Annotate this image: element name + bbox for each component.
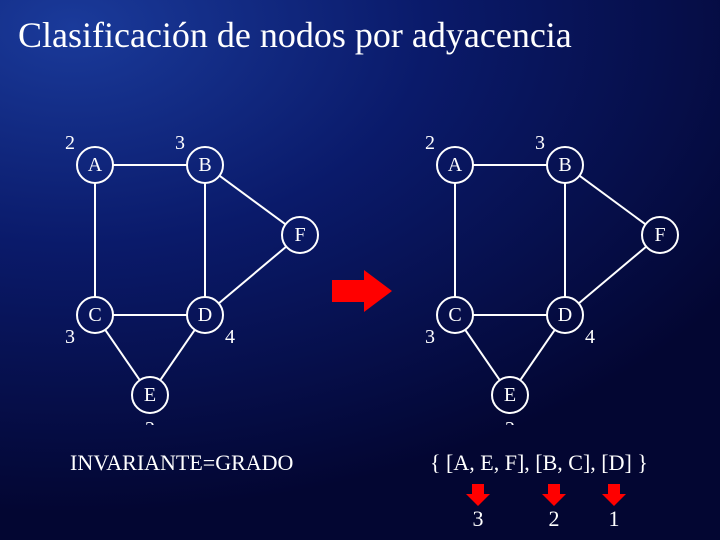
node-label-E: E	[144, 384, 156, 406]
left-caption: INVARIANTE=GRADO	[70, 450, 293, 476]
edge-C-E	[465, 330, 500, 380]
node-label-A: A	[88, 154, 103, 176]
node-label-F: F	[654, 224, 665, 246]
class-size-indicators: 3 2 1	[430, 480, 670, 530]
class-indicator-2: 1	[602, 484, 626, 530]
node-label-A: A	[448, 154, 463, 176]
edge-D-E	[520, 330, 555, 380]
class-indicator-0: 3	[466, 484, 490, 530]
degree-label-D: 4	[225, 326, 235, 348]
class-indicator-1: 2	[542, 484, 566, 530]
degree-label-B: 3	[175, 132, 185, 154]
node-label-C: C	[88, 304, 101, 326]
page-title: Clasificación de nodos por adyacencia	[18, 14, 702, 56]
right-caption: { [A, E, F], [B, C], [D] }	[430, 450, 648, 476]
edge-D-F	[219, 247, 286, 304]
node-label-B: B	[198, 154, 211, 176]
node-label-E: E	[504, 384, 516, 406]
edge-B-F	[579, 176, 645, 225]
edge-C-E	[105, 330, 140, 380]
degree-label-B: 3	[535, 132, 545, 154]
edge-B-F	[219, 176, 285, 225]
class-size-0: 3	[473, 506, 484, 530]
graph-left: A2B3C3D4E2F2	[40, 125, 320, 425]
class-size-1: 2	[549, 506, 560, 530]
degree-label-E: 2	[505, 418, 515, 425]
node-label-D: D	[198, 304, 212, 326]
degree-label-D: 4	[585, 326, 595, 348]
node-label-D: D	[558, 304, 572, 326]
edge-D-F	[579, 247, 646, 304]
degree-label-C: 3	[425, 326, 435, 348]
class-size-2: 1	[609, 506, 620, 530]
degree-label-A: 2	[425, 132, 435, 154]
edge-D-E	[160, 330, 195, 380]
degree-label-E: 2	[145, 418, 155, 425]
degree-label-A: 2	[65, 132, 75, 154]
node-label-B: B	[558, 154, 571, 176]
degree-label-C: 3	[65, 326, 75, 348]
node-label-C: C	[448, 304, 461, 326]
transition-arrow-icon	[332, 270, 392, 312]
node-label-F: F	[294, 224, 305, 246]
graph-right: A2B3C3D4E2F2	[400, 125, 680, 425]
